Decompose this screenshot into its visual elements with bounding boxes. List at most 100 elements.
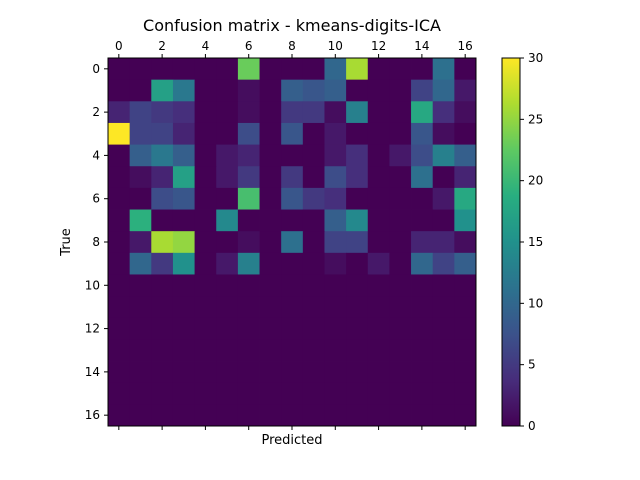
heatmap-cell <box>259 79 282 102</box>
heatmap-cell <box>411 404 434 427</box>
heatmap-cell <box>454 404 477 427</box>
heatmap-cell <box>108 187 131 210</box>
heatmap-cell <box>237 252 260 275</box>
heatmap-cell <box>367 296 390 319</box>
heatmap-cell <box>151 339 174 362</box>
heatmap-cell <box>389 382 412 405</box>
heatmap-cell <box>237 101 260 124</box>
heatmap-cell <box>129 231 152 254</box>
heatmap-cell <box>324 187 347 210</box>
heatmap-cell <box>411 231 434 254</box>
colorbar-tick-label: 20 <box>528 174 543 188</box>
heatmap-cell <box>108 382 131 405</box>
x-tick-label: 8 <box>288 39 296 53</box>
heatmap-cell <box>172 361 195 384</box>
heatmap-cell <box>259 252 282 275</box>
heatmap-cell <box>108 166 131 189</box>
heatmap-cell <box>411 317 434 340</box>
heatmap-cell <box>216 101 239 124</box>
heatmap-cell <box>389 187 412 210</box>
heatmap-cell <box>281 317 304 340</box>
colorbar-tick-label: 25 <box>528 112 543 126</box>
heatmap-cell <box>259 317 282 340</box>
heatmap-cell <box>411 144 434 167</box>
heatmap-cell <box>324 252 347 275</box>
heatmap-cell <box>194 209 217 232</box>
x-tick-label: 4 <box>202 39 210 53</box>
heatmap-cell <box>389 296 412 319</box>
heatmap-cell <box>172 382 195 405</box>
heatmap-cell <box>194 231 217 254</box>
heatmap-cell <box>367 361 390 384</box>
heatmap-cell <box>302 382 325 405</box>
heatmap-cell <box>324 79 347 102</box>
heatmap-cell <box>151 317 174 340</box>
heatmap-cell <box>172 404 195 427</box>
heatmap-cell <box>346 79 369 102</box>
heatmap-cell <box>389 209 412 232</box>
heatmap-cell <box>432 404 455 427</box>
heatmap-cell <box>454 166 477 189</box>
heatmap-cell <box>172 144 195 167</box>
heatmap-cell <box>237 317 260 340</box>
heatmap-cell <box>324 122 347 145</box>
heatmap-cell <box>216 79 239 102</box>
heatmap-cell <box>151 404 174 427</box>
heatmap-cell <box>129 209 152 232</box>
heatmap-cell <box>324 144 347 167</box>
heatmap-cell <box>389 317 412 340</box>
heatmap-cell <box>259 296 282 319</box>
heatmap-cell <box>194 361 217 384</box>
heatmap-cell <box>172 231 195 254</box>
heatmap-cell <box>281 122 304 145</box>
heatmap-cell <box>302 144 325 167</box>
heatmap-cell <box>237 144 260 167</box>
heatmap-cell <box>346 317 369 340</box>
heatmap-cell <box>259 144 282 167</box>
heatmap-cell <box>129 122 152 145</box>
heatmap-cell <box>389 79 412 102</box>
heatmap-cell <box>237 404 260 427</box>
heatmap-cell <box>259 209 282 232</box>
heatmap-cell <box>194 187 217 210</box>
heatmap-cell <box>367 166 390 189</box>
heatmap-cell <box>454 339 477 362</box>
heatmap-cell <box>151 144 174 167</box>
heatmap-cell <box>302 58 325 81</box>
heatmap-cell <box>237 122 260 145</box>
heatmap-cell <box>151 58 174 81</box>
heatmap-cell <box>346 122 369 145</box>
heatmap-cell <box>346 101 369 124</box>
heatmap-cell <box>259 58 282 81</box>
heatmap-cell <box>454 187 477 210</box>
heatmap-cell <box>346 361 369 384</box>
heatmap-cell <box>194 382 217 405</box>
heatmap-cell <box>151 252 174 275</box>
heatmap-cell <box>367 144 390 167</box>
heatmap-cell <box>108 404 131 427</box>
heatmap-cell <box>367 58 390 81</box>
colorbar-ticks: 0 5 10 15 20 25 30 <box>520 51 543 433</box>
heatmap-cell <box>216 252 239 275</box>
heatmap-cell <box>302 209 325 232</box>
heatmap-cell <box>259 339 282 362</box>
heatmap-cell <box>411 382 434 405</box>
heatmap-cell <box>194 252 217 275</box>
heatmap-cell <box>411 339 434 362</box>
heatmap-cell <box>237 296 260 319</box>
heatmap-cell <box>367 317 390 340</box>
heatmap-cell <box>172 101 195 124</box>
heatmap-cell <box>281 144 304 167</box>
y-tick-label: 10 <box>85 278 100 292</box>
heatmap-cell <box>346 209 369 232</box>
heatmap-cell <box>108 339 131 362</box>
heatmap-cell <box>259 166 282 189</box>
heatmap-cell <box>129 404 152 427</box>
heatmap-cell <box>324 296 347 319</box>
heatmap-cell <box>281 209 304 232</box>
heatmap-cell <box>346 404 369 427</box>
heatmap-cell <box>346 382 369 405</box>
heatmap-cell <box>432 382 455 405</box>
heatmap-cell <box>194 122 217 145</box>
heatmap-cell <box>259 101 282 124</box>
